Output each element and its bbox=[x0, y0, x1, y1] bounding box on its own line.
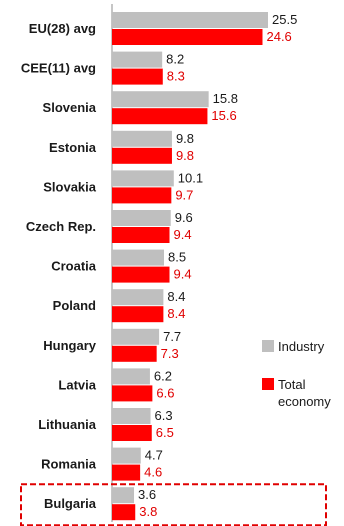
total-economy-bar-poland bbox=[112, 306, 164, 323]
total-economy-bar-lithuania bbox=[112, 425, 152, 441]
total-economy-bar-romania bbox=[112, 464, 141, 481]
total-economy-bar-estonia bbox=[112, 147, 172, 164]
industry-value-eu-28-avg: 25.5 bbox=[272, 12, 297, 27]
category-label-hungary: Hungary bbox=[43, 338, 97, 353]
category-label-romania: Romania bbox=[41, 457, 97, 472]
category-label-poland: Poland bbox=[53, 298, 96, 313]
category-label-eu-28-avg: EU(28) avg bbox=[29, 21, 96, 36]
total-economy-bar-eu-28-avg bbox=[112, 29, 263, 45]
legend-swatch-0 bbox=[262, 340, 274, 352]
industry-bar-eu-28-avg bbox=[112, 12, 268, 28]
total-economy-bar-slovakia bbox=[112, 187, 172, 204]
total-economy-bar-bulgaria bbox=[112, 504, 136, 521]
total-economy-value-cee-11-avg: 8.3 bbox=[167, 69, 185, 84]
total-economy-bar-slovenia bbox=[112, 108, 208, 125]
category-label-lithuania: Lithuania bbox=[38, 417, 97, 432]
total-economy-bar-croatia bbox=[112, 266, 170, 283]
industry-bar-slovakia bbox=[112, 170, 174, 187]
category-label-estonia: Estonia bbox=[49, 140, 97, 155]
legend-label-1-0: Total bbox=[278, 377, 306, 392]
industry-bar-poland bbox=[112, 289, 164, 306]
industry-bar-romania bbox=[112, 447, 141, 464]
industry-value-slovakia: 10.1 bbox=[178, 170, 203, 185]
industry-value-estonia: 9.8 bbox=[176, 131, 194, 146]
legend-label-1-1: economy bbox=[278, 394, 331, 409]
industry-value-lithuania: 6.3 bbox=[155, 408, 173, 423]
industry-bar-slovenia bbox=[112, 91, 209, 108]
category-label-slovenia: Slovenia bbox=[43, 100, 97, 115]
total-economy-value-czech-rep: 9.4 bbox=[174, 227, 192, 242]
category-label-bulgaria: Bulgaria bbox=[44, 496, 97, 511]
total-economy-value-latvia: 6.6 bbox=[156, 385, 174, 400]
legend-swatch-1 bbox=[262, 378, 274, 390]
industry-value-latvia: 6.2 bbox=[154, 368, 172, 383]
total-economy-value-hungary: 7.3 bbox=[161, 346, 179, 361]
industry-value-hungary: 7.7 bbox=[163, 329, 181, 344]
highlight-box-bulgaria bbox=[20, 483, 327, 526]
industry-value-slovenia: 15.8 bbox=[213, 91, 238, 106]
total-economy-value-slovenia: 15.6 bbox=[211, 108, 236, 123]
industry-value-romania: 4.7 bbox=[145, 448, 163, 463]
industry-bar-estonia bbox=[112, 130, 172, 147]
industry-bar-croatia bbox=[112, 249, 164, 266]
category-label-latvia: Latvia bbox=[58, 377, 96, 392]
industry-value-cee-11-avg: 8.2 bbox=[166, 52, 184, 67]
industry-bar-lithuania bbox=[112, 408, 151, 424]
industry-value-bulgaria: 3.6 bbox=[138, 487, 156, 502]
industry-bar-hungary bbox=[112, 328, 160, 345]
category-label-slovakia: Slovakia bbox=[43, 179, 97, 194]
total-economy-bar-hungary bbox=[112, 345, 157, 362]
total-economy-value-estonia: 9.8 bbox=[176, 148, 194, 163]
industry-value-czech-rep: 9.6 bbox=[175, 210, 193, 225]
total-economy-value-poland: 8.4 bbox=[167, 306, 185, 321]
category-label-czech-rep: Czech Rep. bbox=[26, 219, 96, 234]
industry-bar-latvia bbox=[112, 368, 150, 385]
total-economy-value-slovakia: 9.7 bbox=[175, 187, 193, 202]
total-economy-value-eu-28-avg: 24.6 bbox=[266, 29, 291, 44]
category-label-croatia: Croatia bbox=[51, 259, 97, 274]
industry-bar-cee-11-avg bbox=[112, 51, 163, 68]
industry-bar-czech-rep bbox=[112, 210, 171, 226]
industry-value-croatia: 8.5 bbox=[168, 250, 186, 265]
legend-label-0-0: Industry bbox=[278, 339, 325, 354]
category-label-cee-11-avg: CEE(11) avg bbox=[21, 61, 96, 76]
total-economy-bar-cee-11-avg bbox=[112, 68, 163, 85]
industry-bar-bulgaria bbox=[112, 487, 135, 504]
total-economy-value-bulgaria: 3.8 bbox=[139, 504, 157, 519]
total-economy-bar-czech-rep bbox=[112, 227, 170, 243]
industry-value-poland: 8.4 bbox=[167, 289, 185, 304]
total-economy-value-romania: 4.6 bbox=[144, 465, 162, 480]
total-economy-value-lithuania: 6.5 bbox=[156, 425, 174, 440]
total-economy-value-croatia: 9.4 bbox=[174, 267, 192, 282]
total-economy-bar-latvia bbox=[112, 385, 153, 402]
